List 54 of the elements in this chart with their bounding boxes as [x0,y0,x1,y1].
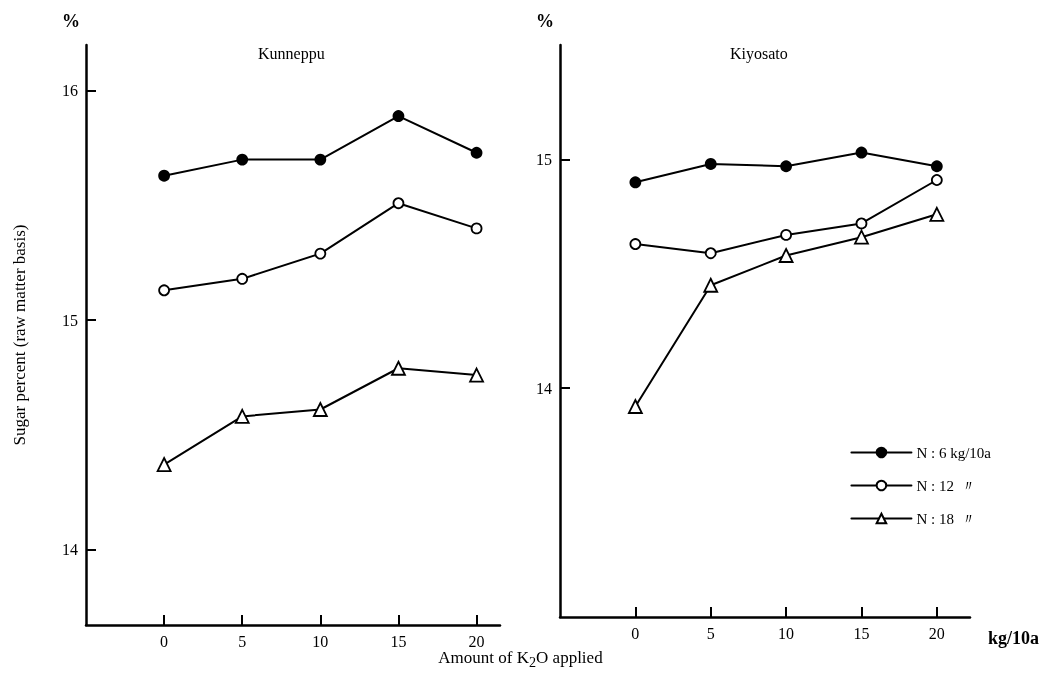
legend-label: N : 18 〃 [916,510,977,527]
point [930,160,943,173]
text: % [62,11,80,31]
x-tick-label: 5 [706,624,715,642]
x-tick-label: 0 [631,624,640,642]
point [314,247,327,260]
point [158,284,171,297]
x-tick-label: 5 [238,632,247,650]
point [629,238,642,250]
x-tick-label: 15 [390,632,407,650]
x-tick-label: 20 [928,624,945,642]
point [470,146,483,159]
y-tick-label: 16 [62,82,78,100]
point [470,222,483,235]
point [778,248,794,263]
chart-title: Kunneppu [258,44,325,63]
point [469,367,484,383]
point [158,169,171,182]
point [854,229,869,245]
point [855,217,868,230]
y-axis-title: Sugar percent (raw matter basis) [10,224,29,446]
chart-title: Kiyosato [730,44,788,63]
x-tick-label: 10 [778,624,795,642]
point [391,360,406,376]
x-axis-title: Amount of K$_{2}$O applied [437,648,604,672]
point [236,272,249,285]
point [929,206,945,222]
point [703,277,719,293]
point [855,146,868,159]
point [234,408,250,424]
text: kg/10a [987,628,1039,648]
point [780,229,792,241]
point [629,176,642,189]
x-tick-label: 15 [853,624,870,642]
point [780,160,792,173]
y-tick-label: 14 [536,379,552,397]
point [392,110,405,122]
point [156,457,172,472]
point [236,153,249,166]
point [704,247,717,260]
y-tick-label: 14 [62,540,78,558]
legend-label: N : 6 kg/10a [916,444,992,461]
point [627,399,643,414]
legend-label: N : 12 〃 [916,477,977,494]
point [392,197,405,210]
y-tick-label: 15 [62,311,78,329]
x-tick-label: 10 [312,632,329,650]
point [312,402,328,417]
point [704,158,717,170]
x-tick-label: 0 [160,632,169,650]
point [930,174,943,186]
point [314,153,327,166]
x-tick-label: 20 [468,632,485,650]
text: % [536,11,554,31]
